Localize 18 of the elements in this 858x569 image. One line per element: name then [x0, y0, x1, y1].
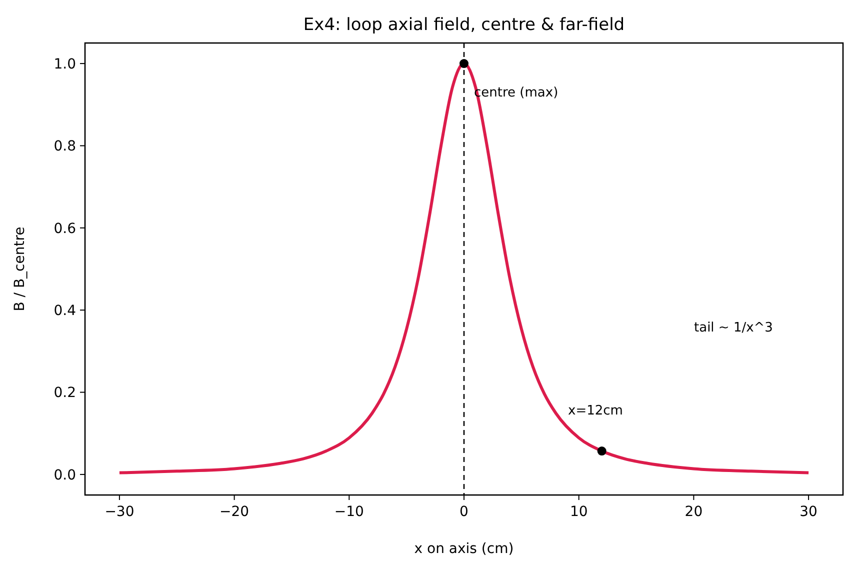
x-tick-label: 20: [684, 504, 703, 520]
x-tick-label: 0: [460, 504, 468, 520]
y-tick-label: 0.6: [54, 220, 76, 237]
annotation: tail ~ 1/x^3: [694, 320, 773, 336]
y-tick-label: 0.0: [54, 467, 76, 484]
y-tick-label: 0.8: [54, 138, 76, 155]
y-axis-title: B / B_centre: [12, 226, 28, 312]
chart-title: Ex4: loop axial field, centre & far-field: [303, 15, 625, 35]
y-tick-label: 0.2: [54, 385, 76, 402]
x-tick-label: −20: [220, 504, 250, 520]
y-tick-label: 0.4: [54, 302, 76, 319]
x-tick-label: −30: [104, 504, 134, 520]
x-tick-label: −10: [334, 504, 364, 520]
x-tick-label: 30: [800, 504, 818, 520]
x-tick-label: 10: [570, 504, 588, 520]
x-axis-title: x on axis (cm): [414, 541, 514, 557]
y-tick-label: 1.0: [54, 56, 76, 72]
annotation: x=12cm: [568, 404, 623, 419]
